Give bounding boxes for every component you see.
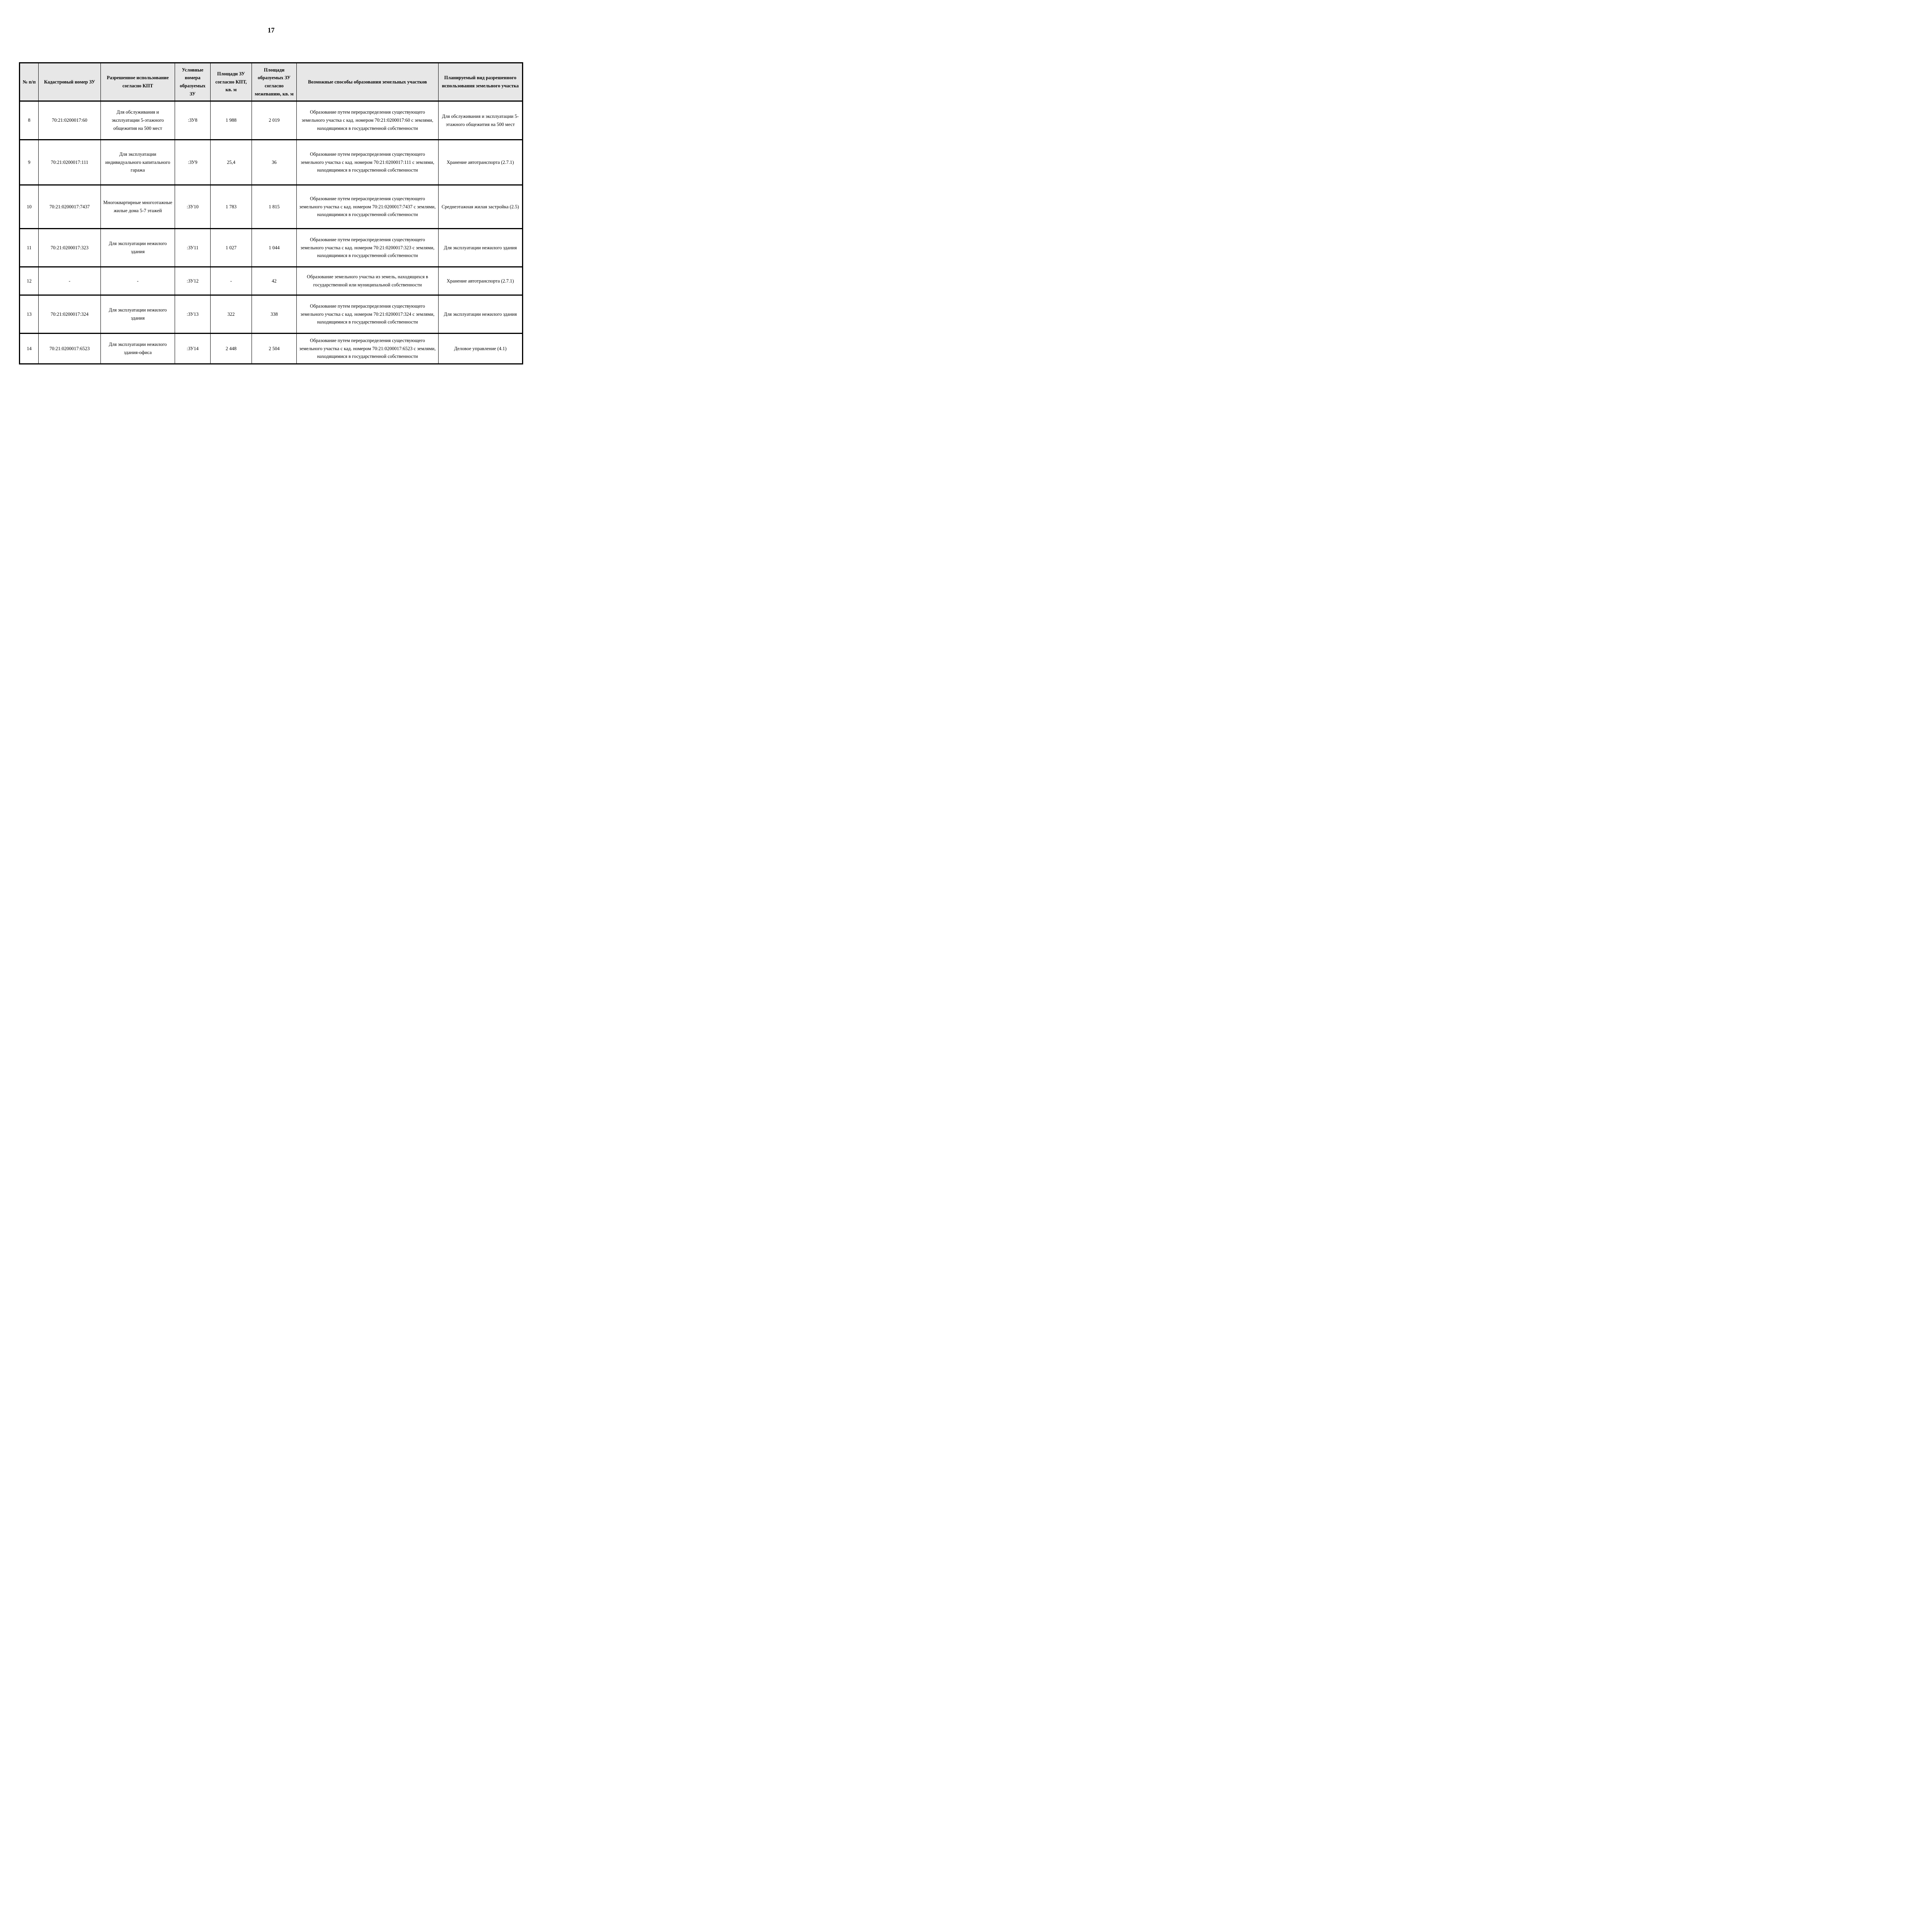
table-header: № п/п Кадастровый номер ЗУ Разрешенное и…: [19, 62, 523, 102]
cell-cadastral-number: 70:21:0200017:111: [38, 139, 101, 186]
header-conditional-number: Условные номера образуемых ЗУ: [175, 62, 211, 102]
cell-area-kpt: 1 027: [210, 228, 252, 267]
cell-conditional-number: :ЗУ9: [175, 139, 211, 186]
cell-planned-use: Хранение автотранспорта (2.7.1): [438, 139, 523, 186]
cell-conditional-number: :ЗУ8: [175, 100, 211, 140]
cell-area-kpt: 1 783: [210, 184, 252, 229]
cell-area-kpt: 322: [210, 295, 252, 334]
cell-planned-use: Среднеэтажная жилая застройка (2.5): [438, 184, 523, 229]
cell-conditional-number: :ЗУ10: [175, 184, 211, 229]
cell-formation-method: Образование путем перераспределения суще…: [296, 184, 439, 229]
cell-conditional-number: :ЗУ11: [175, 228, 211, 267]
header-row: № п/п Кадастровый номер ЗУ Разрешенное и…: [19, 62, 523, 102]
cell-area-survey: 36: [252, 139, 297, 186]
cell-area-survey: 1 815: [252, 184, 297, 229]
header-formation-method: Возможные способы образования земельных …: [296, 62, 439, 102]
cell-formation-method: Образование путем перераспределения суще…: [296, 228, 439, 267]
cell-conditional-number: :ЗУ14: [175, 333, 211, 364]
table-row: 11 70:21:0200017:323 Для эксплуатации не…: [19, 228, 523, 267]
table-body: 8 70:21:0200017:60 Для обслуживания и эк…: [19, 100, 523, 364]
cell-area-survey: 2 019: [252, 100, 297, 140]
cell-planned-use: Хранение автотранспорта (2.7.1): [438, 266, 523, 296]
cell-area-survey: 42: [252, 266, 297, 296]
cell-cadastral-number: 70:21:0200017:6523: [38, 333, 101, 364]
cell-row-number: 14: [19, 333, 39, 364]
cell-planned-use: Для эксплуатации нежилого здания: [438, 228, 523, 267]
header-area-survey: Площади образуемых ЗУ согласно межеванию…: [252, 62, 297, 102]
cell-permitted-use: Для эксплуатации нежилого здания: [100, 295, 175, 334]
page-number: 17: [267, 26, 275, 34]
cell-area-kpt: 1 988: [210, 100, 252, 140]
cell-formation-method: Образование путем перераспределения суще…: [296, 100, 439, 140]
header-permitted-use: Разрешенное использование согласно КПТ: [100, 62, 175, 102]
cell-cadastral-number: 70:21:0200017:60: [38, 100, 101, 140]
cell-formation-method: Образование земельного участка из земель…: [296, 266, 439, 296]
header-row-number: № п/п: [19, 62, 39, 102]
cell-area-kpt: -: [210, 266, 252, 296]
cell-permitted-use: Для эксплуатации нежилого здания-офиса: [100, 333, 175, 364]
header-area-kpt: Площади ЗУ согласно КПТ, кв. м: [210, 62, 252, 102]
cell-formation-method: Образование путем перераспределения суще…: [296, 295, 439, 334]
table-row: 8 70:21:0200017:60 Для обслуживания и эк…: [19, 100, 523, 140]
cell-permitted-use: -: [100, 266, 175, 296]
cell-planned-use: Для эксплуатации нежилого здания: [438, 295, 523, 334]
header-cadastral-number: Кадастровый номер ЗУ: [38, 62, 101, 102]
table-row: 10 70:21:0200017:7437 Многоквартирные мн…: [19, 184, 523, 229]
header-planned-use: Планируемый вид разрешенного использован…: [438, 62, 523, 102]
cell-cadastral-number: 70:21:0200017:7437: [38, 184, 101, 229]
cell-cadastral-number: 70:21:0200017:323: [38, 228, 101, 267]
cell-area-survey: 2 504: [252, 333, 297, 364]
table-row: 13 70:21:0200017:324 Для эксплуатации не…: [19, 295, 523, 334]
cell-cadastral-number: -: [38, 266, 101, 296]
cell-area-survey: 338: [252, 295, 297, 334]
cell-planned-use: Деловое управление (4.1): [438, 333, 523, 364]
cell-row-number: 9: [19, 139, 39, 186]
cell-row-number: 10: [19, 184, 39, 229]
cell-planned-use: Для обслуживания и эксплуатации 5-этажно…: [438, 100, 523, 140]
cell-area-kpt: 2 448: [210, 333, 252, 364]
cell-permitted-use: Для эксплуатации нежилого здания: [100, 228, 175, 267]
cell-row-number: 11: [19, 228, 39, 267]
cell-row-number: 13: [19, 295, 39, 334]
table-row: 12 - - :ЗУ12 - 42 Образование земельного…: [19, 266, 523, 296]
table-row: 9 70:21:0200017:111 Для эксплуатации инд…: [19, 139, 523, 186]
cell-area-kpt: 25,4: [210, 139, 252, 186]
cell-conditional-number: :ЗУ13: [175, 295, 211, 334]
cell-cadastral-number: 70:21:0200017:324: [38, 295, 101, 334]
cell-permitted-use: Многоквартирные многоэтажные жилые дома …: [100, 184, 175, 229]
cell-area-survey: 1 044: [252, 228, 297, 267]
cell-formation-method: Образование путем перераспределения суще…: [296, 139, 439, 186]
land-parcels-table: № п/п Кадастровый номер ЗУ Разрешенное и…: [19, 62, 523, 364]
table-row: 14 70:21:0200017:6523 Для эксплуатации н…: [19, 333, 523, 364]
cell-row-number: 8: [19, 100, 39, 140]
cell-permitted-use: Для обслуживания и эксплуатации 5-этажно…: [100, 100, 175, 140]
cell-permitted-use: Для эксплуатации индивидуального капитал…: [100, 139, 175, 186]
cell-conditional-number: :ЗУ12: [175, 266, 211, 296]
cell-row-number: 12: [19, 266, 39, 296]
cell-formation-method: Образование путем перераспределения суще…: [296, 333, 439, 364]
document-page: 17 № п/п Кадастровый номер ЗУ Разрешенно…: [0, 0, 542, 383]
